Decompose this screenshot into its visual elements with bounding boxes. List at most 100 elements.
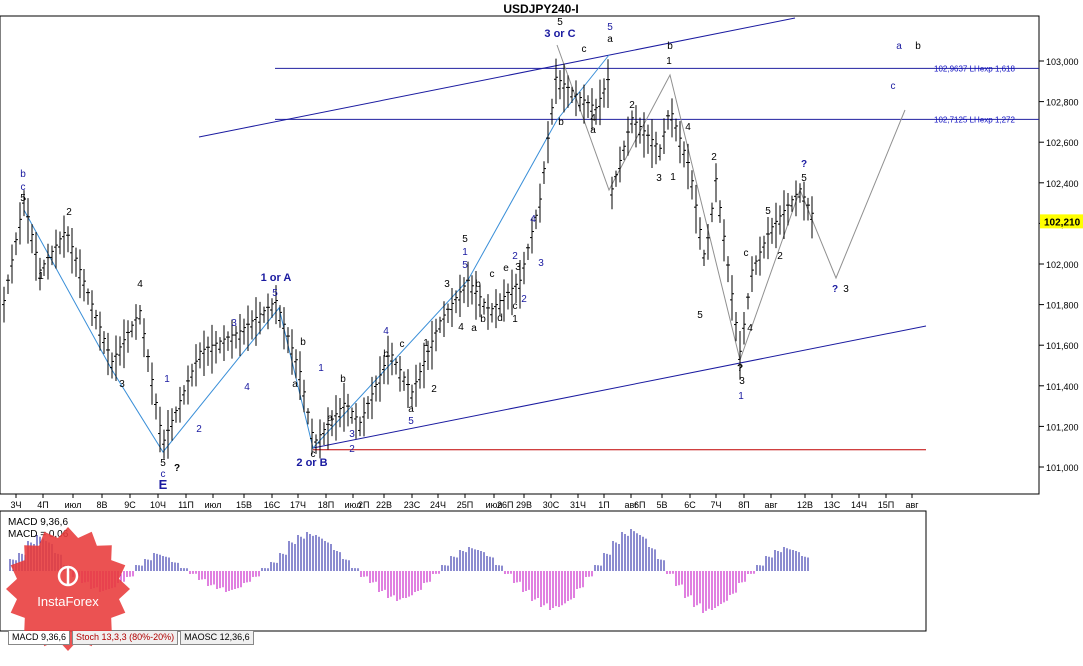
wave-label: b xyxy=(383,349,389,360)
time-label: 17Ч xyxy=(290,500,306,510)
wave-label: 3 xyxy=(515,262,521,273)
upper-channel-line xyxy=(198,17,796,138)
wave-label: c xyxy=(400,339,405,350)
time-label: 8П xyxy=(738,500,749,510)
wave-label: 5 xyxy=(462,260,468,271)
time-label: 16С xyxy=(264,500,281,510)
instaforex-watermark: InstaForex xyxy=(6,527,130,651)
price-panel-frame xyxy=(0,15,1040,495)
indicator-tabs: MACD 9,36,6 Stoch 13,3,3 (80%-20%) MAOSC… xyxy=(8,631,254,645)
wave-label: a xyxy=(471,323,477,334)
lower-channel-line xyxy=(312,325,927,449)
wave-label: 2 xyxy=(196,424,202,435)
wave-label: c xyxy=(744,248,749,259)
wave-label: 1 or A xyxy=(261,272,292,284)
wave-label: 1 xyxy=(462,247,468,258)
price-tick-label: 101,200 xyxy=(1046,422,1079,432)
wave-label: c xyxy=(891,81,896,92)
time-label: 3Ч xyxy=(10,500,21,510)
wave-label: 5 xyxy=(697,310,703,321)
wave-label: 3 xyxy=(349,429,355,440)
wave-label: 2 xyxy=(629,100,635,111)
wave-label: c xyxy=(311,449,316,460)
time-label-extra: 2П xyxy=(358,500,369,510)
wave-zigzag-gray xyxy=(556,44,906,362)
time-label: авг xyxy=(624,500,638,510)
fib-lines: 102,9637 LHexp 1,618 102,7125 LHexp 1,272 xyxy=(275,64,1039,451)
price-tick-label: 101,600 xyxy=(1046,341,1079,351)
time-label: 1П xyxy=(598,500,609,510)
wave-zigzag-blue xyxy=(23,54,610,453)
wave-label: 5 xyxy=(462,234,468,245)
wave-label: 4 xyxy=(244,382,250,393)
time-label: 8В xyxy=(96,500,107,510)
time-label: авг xyxy=(905,500,919,510)
wave-label: 3 xyxy=(843,284,849,295)
wave-label: 3 xyxy=(656,173,662,184)
wave-label: 1 xyxy=(164,374,170,385)
time-label: июл xyxy=(345,500,362,510)
price-tick-label: 101,800 xyxy=(1046,301,1079,311)
wave-label: c xyxy=(582,44,587,55)
wave-label: b xyxy=(558,117,564,128)
time-label: 11П xyxy=(178,500,194,510)
tab-stoch[interactable]: Stoch 13,3,3 (80%-20%) xyxy=(72,631,179,645)
wave-label: 1 xyxy=(666,56,672,67)
wave-label: 1 xyxy=(512,314,518,325)
time-label: 12В xyxy=(797,500,813,510)
wave-label: c xyxy=(513,301,518,312)
time-label: 15В xyxy=(236,500,252,510)
wave-label: 3 xyxy=(444,279,450,290)
wave-label: 3 xyxy=(739,376,745,387)
wave-label: 5 xyxy=(408,416,414,427)
wave-label: 2 xyxy=(711,152,717,163)
wave-label: 4 xyxy=(747,323,753,334)
time-label: июл xyxy=(65,500,82,510)
time-label: 10Ч xyxy=(150,500,166,510)
chart-title: USDJPY240-I xyxy=(503,2,578,16)
wave-label: 3 or C xyxy=(544,28,575,40)
wave-label: 4 xyxy=(590,113,596,124)
price-tick-label: 101,000 xyxy=(1046,463,1079,473)
time-axis: 3Ч 4П июл 8В 9С 10Ч 11П июл 15В 16С 17Ч 18П июл 22В 23… xyxy=(10,494,919,510)
wave-label: b xyxy=(340,374,346,385)
tab-maosc[interactable]: MAOSC 12,36,6 xyxy=(180,631,254,645)
price-tick-label: 102,000 xyxy=(1046,260,1079,270)
watermark-text: InstaForex xyxy=(37,594,99,609)
wave-label: ? xyxy=(832,284,838,295)
wave-label: 3 xyxy=(119,379,125,390)
time-label: 4П xyxy=(37,500,48,510)
fib-label: 102,7125 LHexp 1,272 xyxy=(934,115,1016,124)
wave-label: 5 xyxy=(607,22,613,33)
wave-label: 5 xyxy=(801,173,807,184)
wave-label: 4 xyxy=(530,214,536,225)
watermark-badge xyxy=(6,527,130,651)
time-label: 31Ч xyxy=(570,500,586,510)
time-label-extra: 6П xyxy=(634,500,645,510)
time-label: 5В xyxy=(656,500,667,510)
wave-label: a xyxy=(408,404,414,415)
price-axis: 101,000 101,200 101,400 101,600 101,800 102,0… xyxy=(1039,57,1083,473)
tab-macd[interactable]: MACD 9,36,6 xyxy=(8,631,71,645)
current-price-label: 102,210 xyxy=(1044,217,1081,228)
wave-label: E xyxy=(159,477,168,492)
wave-label: 1 xyxy=(423,338,429,349)
time-label: 22В xyxy=(376,500,392,510)
wave-label: ? xyxy=(737,363,743,374)
trend-lines xyxy=(23,17,927,453)
wave-label: c xyxy=(161,469,166,480)
time-label-extra: 26П xyxy=(497,500,513,510)
wave-label: 2 xyxy=(431,384,437,395)
fib-label: 102,9637 LHexp 1,618 xyxy=(934,64,1016,73)
time-label: 9С xyxy=(124,500,136,510)
wave-label: b xyxy=(475,279,481,290)
wave-label: 1 xyxy=(670,172,676,183)
price-tick-label: 101,400 xyxy=(1046,382,1079,392)
wave-label: 5 xyxy=(765,206,771,217)
wave-label: 5 xyxy=(557,17,563,28)
time-label: 25П xyxy=(457,500,473,510)
wave-label: a xyxy=(607,34,613,45)
wave-label: 2 or B xyxy=(296,457,327,469)
wave-label: a xyxy=(896,41,902,52)
